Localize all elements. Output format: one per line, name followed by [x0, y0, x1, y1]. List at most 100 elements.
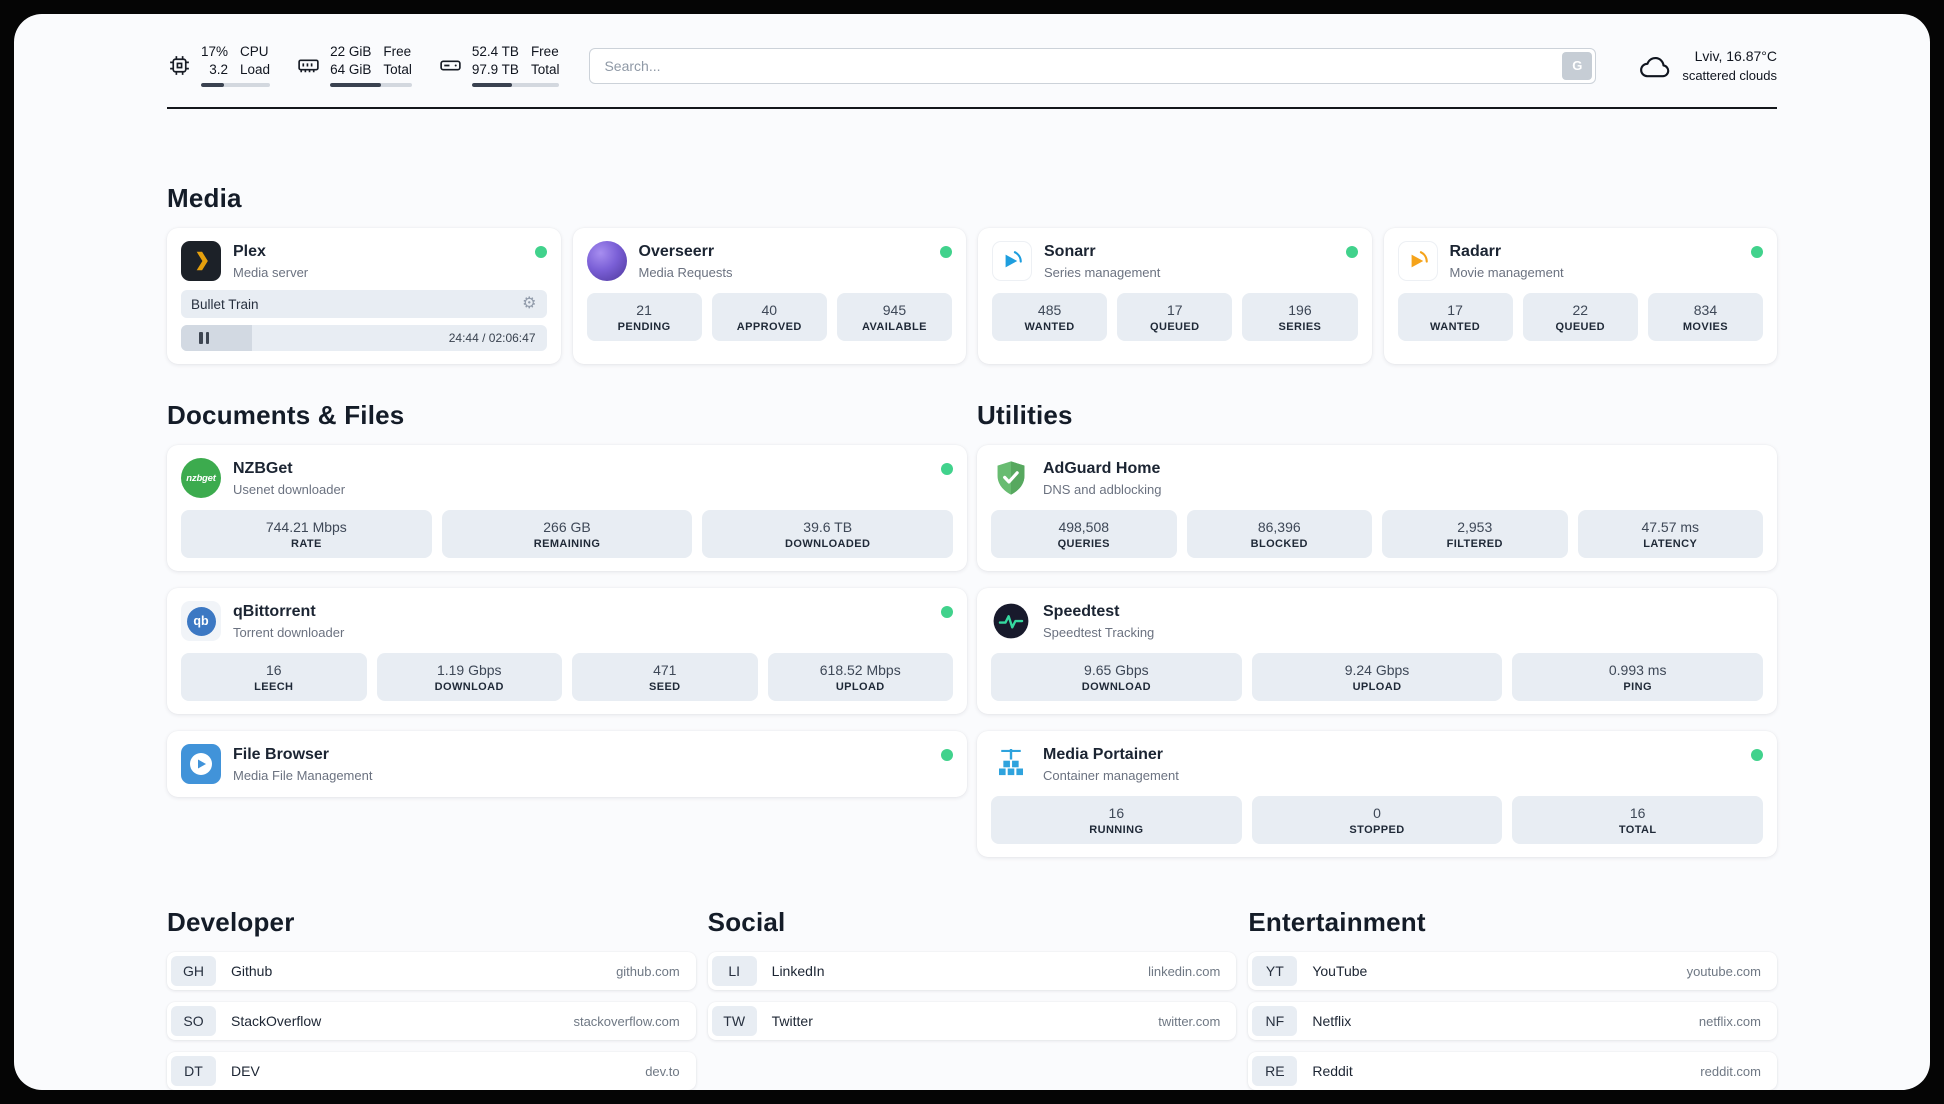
disk-widget: 52.4 TB 97.9 TB Free Total — [438, 44, 560, 87]
cpu-usage-bar — [201, 83, 271, 87]
adguard-card[interactable]: AdGuard Home DNS and adblocking 498,508 … — [977, 445, 1777, 571]
status-online-dot — [940, 246, 952, 258]
memory-free-label: Free — [383, 44, 412, 59]
memory-total-label: Total — [383, 62, 412, 77]
cpu-icon — [170, 56, 189, 75]
sonarr-card[interactable]: Sonarr Series management 485 WANTED 17 Q… — [978, 228, 1372, 364]
bookmark-url: netflix.com — [1698, 1013, 1761, 1029]
app-subtitle: Media Requests — [638, 264, 733, 280]
stat-pending: 21 PENDING — [586, 293, 702, 341]
bookmark-abbr: SO — [171, 1006, 216, 1036]
app-name: Sonarr — [1044, 242, 1096, 260]
memory-widget: 22 GiB 64 GiB Free Total — [296, 44, 412, 87]
plex-icon — [181, 241, 221, 281]
stat-download: 9.65 Gbps DOWNLOAD — [991, 653, 1242, 701]
plex-card[interactable]: Plex Media server Bullet Train ⚙ 24:44 /… — [167, 228, 561, 364]
nzbget-icon: nzbget — [181, 458, 221, 498]
bookmark-abbr: RE — [1252, 1056, 1298, 1086]
cloud-icon — [1640, 56, 1670, 77]
bookmark-name: YouTube — [1312, 963, 1368, 979]
stat-upload: 618.52 Mbps UPLOAD — [767, 653, 953, 701]
developer-section: Developer GH Github github.com SO StackO… — [167, 907, 696, 1090]
social-section: Social LI LinkedIn linkedin.com TW Twitt… — [707, 907, 1237, 1040]
status-online-dot — [1751, 246, 1763, 258]
bookmark-abbr: DT — [171, 1056, 216, 1086]
qbittorrent-card[interactable]: qb qBittorrent Torrent downloader 16 LEE… — [167, 588, 967, 714]
app-name: Speedtest — [1043, 602, 1120, 620]
bookmark-abbr: YT — [1252, 956, 1298, 986]
pause-button[interactable] — [181, 325, 227, 351]
top-bar: 17% 3.2 CPU Load — [14, 14, 1930, 87]
cpu-widget: 17% 3.2 CPU Load — [167, 44, 271, 87]
stat-ping: 0.993 ms PING — [1512, 653, 1764, 701]
app-name: Plex — [233, 242, 266, 260]
stat-latency: 47.57 ms LATENCY — [1577, 510, 1763, 558]
disk-usage-bar-fill — [471, 83, 513, 87]
bookmark-abbr: TW — [711, 1006, 757, 1036]
overseerr-card[interactable]: Overseerr Media Requests 21 PENDING 40 A… — [572, 228, 966, 364]
stat-queued: 17 QUEUED — [1117, 293, 1233, 341]
bookmark-youtube[interactable]: YT YouTube youtube.com — [1248, 952, 1777, 990]
stat-upload: 9.24 Gbps UPLOAD — [1251, 653, 1503, 701]
overseerr-icon — [586, 241, 627, 281]
bookmark-abbr: LI — [711, 956, 757, 986]
app-name: Overseerr — [638, 242, 715, 260]
stat-queued: 22 QUEUED — [1522, 293, 1638, 341]
bookmark-netflix[interactable]: NF Netflix netflix.com — [1248, 1002, 1777, 1040]
search-input[interactable] — [589, 47, 1597, 84]
stat-stopped: 0 STOPPED — [1251, 796, 1503, 844]
bookmark-abbr: GH — [171, 956, 216, 986]
disk-free-label: Free — [530, 44, 559, 59]
app-subtitle: Speedtest Tracking — [1043, 624, 1155, 640]
status-online-dot — [941, 606, 953, 618]
portainer-card[interactable]: Media Portainer Container management 16 … — [977, 731, 1777, 857]
disk-usage-bar — [471, 83, 560, 87]
bookmark-github[interactable]: GH Github github.com — [167, 952, 696, 990]
bookmark-name: Twitter — [771, 1013, 813, 1029]
stat-series: 196 SERIES — [1242, 293, 1358, 341]
bookmark-linkedin[interactable]: LI LinkedIn linkedin.com — [707, 952, 1237, 990]
bookmark-name: DEV — [231, 1063, 260, 1079]
media-grid: Plex Media server Bullet Train ⚙ 24:44 /… — [167, 228, 1777, 364]
bookmark-reddit[interactable]: RE Reddit reddit.com — [1248, 1052, 1777, 1090]
bookmark-url: dev.to — [645, 1063, 680, 1079]
settings-gear-icon[interactable]: ⚙ — [522, 295, 537, 312]
radarr-icon — [1397, 241, 1438, 281]
bookmark-name: LinkedIn — [771, 963, 825, 979]
bookmark-dev[interactable]: DT DEV dev.to — [167, 1052, 696, 1090]
player-progress-bar[interactable]: 24:44 / 02:06:47 — [181, 325, 547, 351]
bookmark-url: github.com — [616, 963, 680, 979]
documents-section: Documents & Files nzbget NZBGet Usenet d… — [167, 400, 967, 797]
bookmark-stackoverflow[interactable]: SO StackOverflow stackoverflow.com — [167, 1002, 696, 1040]
documents-section-title: Documents & Files — [167, 400, 405, 430]
app-subtitle: Container management — [1043, 767, 1179, 783]
status-online-dot — [1751, 749, 1763, 761]
app-subtitle: Movie management — [1449, 264, 1564, 280]
app-subtitle: Torrent downloader — [233, 624, 345, 640]
nzbget-card[interactable]: nzbget NZBGet Usenet downloader 744.21 M… — [167, 445, 967, 571]
weather-widget: Lviv, 16.87°C scattered clouds — [1638, 48, 1777, 84]
search-engine-button[interactable]: G — [1562, 51, 1593, 80]
utilities-section-title: Utilities — [977, 400, 1073, 430]
search-bar: G — [589, 47, 1597, 84]
bookmark-name: Github — [231, 963, 273, 979]
radarr-card[interactable]: Radarr Movie management 17 WANTED 22 QUE… — [1383, 228, 1777, 364]
app-subtitle: Usenet downloader — [233, 481, 346, 497]
speedtest-card[interactable]: Speedtest Speedtest Tracking 9.65 Gbps D… — [977, 588, 1777, 714]
stat-blocked: 86,396 BLOCKED — [1186, 510, 1372, 558]
disk-total-label: Total — [530, 62, 560, 77]
stat-queries: 498,508 QUERIES — [991, 510, 1177, 558]
social-section-title: Social — [707, 907, 786, 937]
filebrowser-card[interactable]: File Browser Media File Management — [167, 731, 967, 797]
app-subtitle: DNS and adblocking — [1043, 481, 1162, 497]
stat-rate: 744.21 Mbps RATE — [181, 510, 432, 558]
cpu-load-label: Load — [240, 62, 271, 77]
bookmark-twitter[interactable]: TW Twitter twitter.com — [707, 1002, 1237, 1040]
stat-seed: 471 SEED — [572, 653, 758, 701]
app-subtitle: Media server — [233, 264, 309, 280]
bookmark-url: twitter.com — [1158, 1013, 1221, 1029]
stat-total: 16 TOTAL — [1512, 796, 1764, 844]
header-divider — [167, 107, 1777, 109]
stat-leech: 16 LEECH — [181, 653, 367, 701]
hard-drive-icon — [440, 60, 461, 71]
